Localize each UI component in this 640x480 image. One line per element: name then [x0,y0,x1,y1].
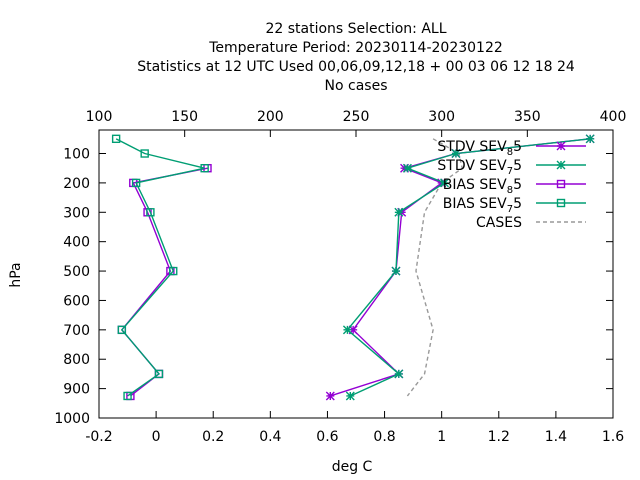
data-point [451,149,461,159]
title-line-1: 22 stations Selection: ALL [265,21,446,37]
data-point [140,149,149,158]
x-tick-label: 1 [437,429,446,445]
data-point [169,266,178,276]
x-axis-label: deg C [332,459,373,475]
data-point [146,208,155,217]
title-line-3: Statistics at 12 UTC Used 00,06,09,12,18… [137,59,575,75]
data-point [123,391,132,401]
x-tick-label: 0.6 [316,429,338,445]
series-stdv-sev-75 [342,134,595,401]
x-tick-label: 1.2 [488,429,510,445]
y-axis-label: hPa [8,262,24,287]
legend-label: STDV SEV85 [437,139,522,158]
x2-tick-label: 100 [86,109,113,125]
x2-tick-label: 300 [428,109,455,125]
x-tick-label: 0.4 [259,429,281,445]
x2-tick-label: 350 [514,109,541,125]
x2-tick-label: 400 [600,109,627,125]
series-line [115,138,205,397]
data-point [556,198,566,208]
legend-item: STDV SEV85 [437,139,586,158]
y-tick-label: 100 [63,147,90,163]
data-point [394,207,404,217]
y-tick-label: 200 [63,176,90,192]
series-bias-sev-85 [117,164,212,401]
series-layer [111,134,595,401]
y-tick-label: 500 [63,264,90,280]
series-cases [406,138,464,397]
legend-item: STDV SEV75 [437,158,586,177]
data-point [440,178,450,188]
data-point [348,325,358,335]
data-point [585,134,595,144]
y-tick-label: 900 [63,382,90,398]
series-line [120,167,208,397]
legend-label: BIAS SEV75 [443,196,522,215]
data-point [131,178,141,188]
data-point [391,266,401,276]
series-stdv-sev-85 [325,134,595,401]
legend-label: BIAS SEV85 [443,177,522,196]
y-tick-label: 700 [63,323,90,339]
y-tick-label: 400 [63,235,90,251]
y-tick-label: 1000 [54,411,90,427]
y-tick-label: 600 [63,293,90,309]
legend-item: BIAS SEV75 [443,196,586,215]
x-tick-label: 0.8 [373,429,395,445]
chart-title: 22 stations Selection: ALL Temperature P… [137,21,575,94]
legend-item: BIAS SEV85 [443,177,586,196]
x-tick-label: 1.6 [602,429,624,445]
x2-tick-label: 200 [257,109,284,125]
data-point [556,160,566,170]
data-point [342,325,352,335]
series-bias-sev-75 [111,134,209,401]
data-point [325,391,335,401]
series-line [406,138,464,397]
data-point [402,163,412,173]
data-point [200,164,209,173]
y-tick-label: 800 [63,352,90,368]
plot-axes: -0.2 0 0.2 0.4 0.6 0.8 1 1.2 1.4 1.6 100 150 200 250 3… [54,109,626,445]
legend-label: CASES [476,215,522,231]
x2-tick-label: 250 [343,109,370,125]
y-tick-label: 300 [63,205,90,221]
data-point [111,134,121,144]
legend-label: STDV SEV75 [437,158,522,177]
data-point [117,325,127,335]
data-point [394,369,404,379]
x2-tick-label: 150 [171,109,198,125]
x-tick-label: -0.2 [85,429,112,445]
title-line-4: No cases [325,78,388,94]
legend-item: CASES [476,215,586,231]
data-point [345,391,355,401]
x-tick-label: 0.2 [202,429,224,445]
data-point [556,179,566,189]
x-tick-label: 1.4 [545,429,567,445]
data-point [154,369,164,379]
data-point [556,141,566,151]
x-tick-label: 0 [152,429,161,445]
title-line-2: Temperature Period: 20230114-20230122 [208,40,503,56]
